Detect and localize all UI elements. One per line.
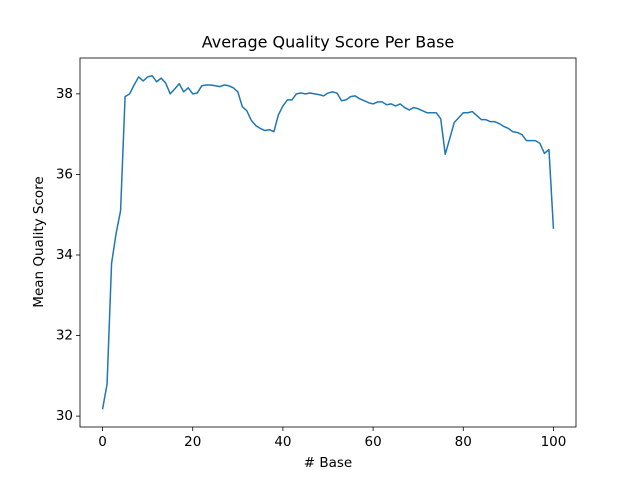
x-tick-label: 100	[541, 434, 567, 450]
x-tick-label: 60	[364, 434, 381, 450]
x-tick-label: 40	[274, 434, 291, 450]
x-axis-label: # Base	[304, 455, 352, 471]
y-axis-label: Mean Quality Score	[31, 176, 47, 307]
y-tick-label: 34	[56, 247, 73, 263]
y-tick-label: 36	[56, 166, 73, 182]
y-tick-label: 32	[56, 328, 73, 344]
data-line	[101, 74, 555, 410]
y-tick-label: 30	[56, 408, 73, 424]
x-tick-label: 80	[455, 434, 472, 450]
chart-title: Average Quality Score Per Base	[202, 33, 455, 52]
x-tick-label: 20	[184, 434, 201, 450]
x-tick-label: 0	[98, 434, 107, 450]
y-tick-label: 38	[56, 86, 73, 102]
plot-frame	[79, 57, 577, 428]
